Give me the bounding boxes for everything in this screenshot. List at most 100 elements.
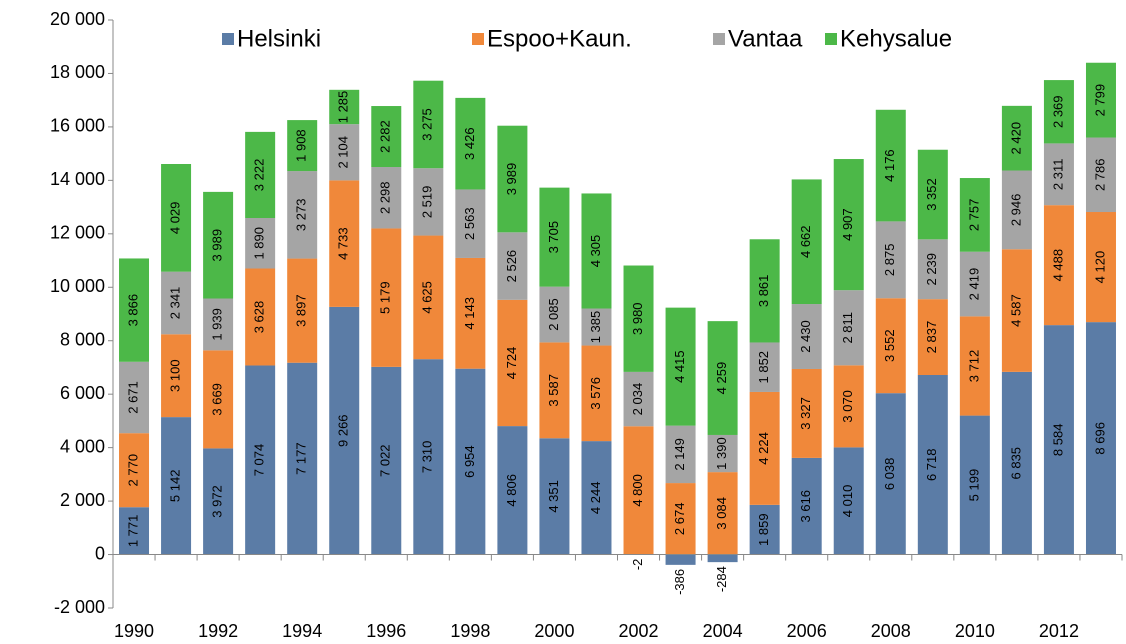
bar-segment xyxy=(287,120,318,172)
value-label: 3 222 xyxy=(252,159,267,192)
value-label: 1 852 xyxy=(756,351,771,384)
bar-segment xyxy=(161,164,192,272)
bar-segment xyxy=(959,415,990,555)
bar-segment xyxy=(497,125,528,233)
bar-segment xyxy=(539,187,570,287)
value-label: 3 084 xyxy=(714,497,729,530)
bar-segment xyxy=(707,554,738,563)
x-tick-label: 2002 xyxy=(618,621,658,641)
bar-segment xyxy=(1001,105,1032,171)
bar-segment xyxy=(749,342,780,392)
bar-segment xyxy=(497,232,528,300)
value-label: 5 142 xyxy=(168,470,183,503)
bar-segment xyxy=(623,426,654,555)
bar-segment xyxy=(329,180,360,307)
bar-segment xyxy=(749,504,780,555)
bar-segment xyxy=(413,235,444,360)
x-tick-label: 2012 xyxy=(1039,621,1079,641)
value-label: 6 835 xyxy=(1008,447,1023,480)
value-label: 2 034 xyxy=(630,383,645,416)
value-label: 5 199 xyxy=(966,469,981,502)
legend-label: Espoo+Kaun. xyxy=(487,25,632,52)
bar-segment xyxy=(665,483,696,555)
bar-segment xyxy=(119,433,150,508)
value-label: 3 616 xyxy=(798,490,813,523)
bar-segment xyxy=(119,507,150,555)
bar-segment xyxy=(665,554,696,565)
bar-segment xyxy=(917,239,948,300)
value-label: 1 890 xyxy=(252,227,267,260)
value-label: 4 259 xyxy=(714,362,729,395)
value-label: 4 806 xyxy=(504,474,519,507)
value-label: 2 946 xyxy=(1008,194,1023,227)
bar-segment xyxy=(833,290,864,366)
bar-segment xyxy=(791,457,822,555)
bar-segment xyxy=(959,178,990,252)
bar-segment xyxy=(833,159,864,291)
value-label: 3 897 xyxy=(294,294,309,327)
bar-segment xyxy=(329,124,360,181)
value-label: 3 628 xyxy=(252,301,267,334)
value-label: 7 074 xyxy=(252,444,267,477)
legend-swatch xyxy=(713,33,725,45)
value-label: 4 625 xyxy=(420,281,435,314)
legend-label: Kehysalue xyxy=(840,25,952,52)
y-tick-label: 20 000 xyxy=(50,9,105,29)
bar-segment xyxy=(623,265,654,372)
value-label: 9 266 xyxy=(336,414,351,447)
value-label: 4 587 xyxy=(1008,294,1023,327)
bar-segment xyxy=(1043,205,1074,326)
value-label: 3 669 xyxy=(210,383,225,416)
bar-segment xyxy=(875,393,906,555)
bar-segment xyxy=(1001,249,1032,372)
y-tick-label: 6 000 xyxy=(60,383,105,403)
bar-segment xyxy=(1043,325,1074,555)
value-label: 2 104 xyxy=(336,136,351,169)
value-label: 6 954 xyxy=(462,445,477,478)
value-label: 3 705 xyxy=(546,221,561,254)
value-label: 4 029 xyxy=(168,202,183,235)
bar-segment xyxy=(287,171,318,259)
bar-segment xyxy=(1001,371,1032,555)
bar-segment xyxy=(623,371,654,427)
value-label: 3 980 xyxy=(630,302,645,335)
bar-segment xyxy=(665,425,696,484)
value-label: 3 352 xyxy=(924,178,939,211)
value-label: 2 420 xyxy=(1008,122,1023,155)
x-tick-label: 2000 xyxy=(534,621,574,641)
bar-segment xyxy=(287,258,318,363)
bar-segment xyxy=(917,374,948,555)
value-label: 2 239 xyxy=(924,253,939,286)
bar-segment xyxy=(455,97,486,190)
legend-label: Helsinki xyxy=(237,25,321,52)
bar-segment xyxy=(371,167,402,229)
bar-segment xyxy=(203,191,234,299)
bar-segment xyxy=(959,316,990,416)
value-label: 8 696 xyxy=(1092,422,1107,455)
bar-segment xyxy=(1043,143,1074,206)
y-tick-label: 4 000 xyxy=(60,436,105,456)
value-label: 2 519 xyxy=(420,186,435,219)
y-tick-label: 18 000 xyxy=(50,62,105,82)
bar-segment xyxy=(329,306,360,555)
bar-segment xyxy=(245,268,276,366)
bar-segment xyxy=(833,365,864,448)
y-tick-label: -2 000 xyxy=(54,597,105,617)
value-label: -2 xyxy=(630,559,645,571)
bar-segment xyxy=(161,271,192,335)
value-label: 4 351 xyxy=(546,480,561,513)
x-tick-label: 1996 xyxy=(366,621,406,641)
value-label: 3 587 xyxy=(546,374,561,407)
value-label: 1 771 xyxy=(125,515,140,548)
value-label: 1 385 xyxy=(588,311,603,344)
bar-segment xyxy=(455,257,486,369)
x-tick-label: 1992 xyxy=(198,621,238,641)
value-label: 2 369 xyxy=(1050,95,1065,128)
bar-segment xyxy=(707,472,738,555)
y-tick-label: 16 000 xyxy=(50,116,105,136)
x-tick-label: 1998 xyxy=(450,621,490,641)
bar-segment xyxy=(539,438,570,555)
value-label: 2 085 xyxy=(546,298,561,331)
bar-segment xyxy=(413,359,444,555)
y-tick-label: 2 000 xyxy=(60,490,105,510)
